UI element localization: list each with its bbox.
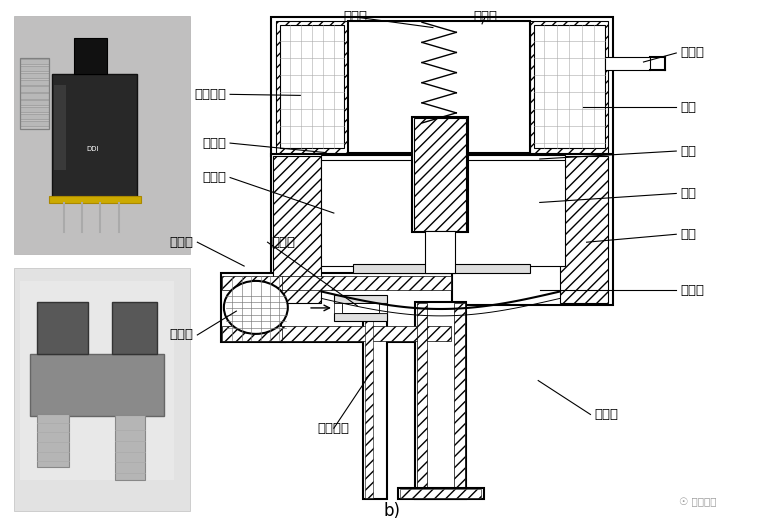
Bar	[281, 273, 452, 342]
Bar	[37, 302, 88, 354]
Bar	[560, 156, 608, 303]
Bar	[530, 21, 608, 153]
Text: 减压圈: 减压圈	[271, 236, 296, 249]
Bar	[282, 276, 451, 290]
Text: 导磁铁架: 导磁铁架	[194, 88, 226, 101]
Bar	[425, 231, 455, 273]
Bar	[20, 58, 49, 129]
Bar	[534, 25, 604, 148]
Bar	[412, 117, 468, 232]
Text: 小弹簧: 小弹簧	[343, 11, 367, 23]
Bar	[20, 93, 49, 99]
Text: 隔水套: 隔水套	[473, 11, 497, 23]
Text: 橡胶塞: 橡胶塞	[202, 137, 226, 149]
Bar	[363, 304, 387, 499]
Bar	[414, 118, 466, 231]
Bar	[271, 154, 613, 305]
Polygon shape	[342, 303, 379, 313]
Bar	[74, 38, 107, 74]
Bar	[454, 303, 465, 498]
Bar	[604, 57, 650, 70]
Text: 铁心: 铁心	[680, 145, 697, 157]
Ellipse shape	[224, 281, 288, 334]
Bar	[14, 268, 190, 511]
Bar	[348, 21, 530, 153]
Bar	[20, 66, 49, 71]
Text: 过滤网: 过滤网	[169, 236, 193, 249]
Bar	[54, 85, 66, 170]
Text: 加压针孔: 加压针孔	[317, 422, 350, 435]
Bar	[20, 59, 49, 64]
Bar	[271, 17, 613, 156]
Bar	[365, 305, 373, 498]
Bar	[280, 25, 344, 148]
Bar	[282, 326, 451, 341]
Bar	[20, 121, 49, 126]
Bar	[417, 303, 427, 498]
Bar	[14, 16, 190, 254]
Text: 阀盘: 阀盘	[680, 187, 697, 200]
Bar	[398, 488, 484, 499]
Bar	[20, 114, 49, 119]
Text: DDI: DDI	[87, 146, 99, 153]
Bar	[49, 196, 141, 203]
Bar	[222, 326, 283, 341]
Bar	[222, 276, 283, 290]
Bar	[20, 73, 49, 78]
Text: 泄压孔: 泄压孔	[594, 408, 619, 421]
Bar	[334, 313, 387, 321]
Polygon shape	[379, 303, 387, 313]
Bar	[415, 302, 466, 499]
Bar	[334, 295, 387, 303]
Bar	[400, 489, 481, 498]
Bar	[37, 414, 69, 467]
Text: 进水口: 进水口	[169, 329, 193, 341]
Text: 线圈: 线圈	[680, 101, 697, 113]
Bar	[20, 86, 49, 92]
Bar	[353, 264, 530, 273]
Bar	[221, 273, 285, 342]
Bar	[112, 302, 157, 354]
Polygon shape	[334, 303, 342, 313]
Text: 阀体: 阀体	[680, 228, 697, 241]
Bar	[30, 354, 164, 416]
Text: 接线片: 接线片	[680, 47, 704, 59]
Bar	[20, 80, 49, 85]
Bar	[20, 100, 49, 105]
Bar	[273, 156, 321, 303]
Text: 控制腔: 控制腔	[202, 171, 226, 184]
Bar	[276, 21, 348, 153]
Text: b): b)	[383, 502, 400, 520]
Bar	[20, 281, 174, 480]
Text: ☉ 维修人家: ☉ 维修人家	[679, 498, 716, 507]
Bar	[52, 74, 136, 200]
Bar	[115, 415, 145, 480]
Text: 橡胶膜: 橡胶膜	[680, 284, 704, 297]
Bar	[321, 160, 565, 266]
Bar	[321, 155, 565, 163]
Bar	[20, 107, 49, 112]
